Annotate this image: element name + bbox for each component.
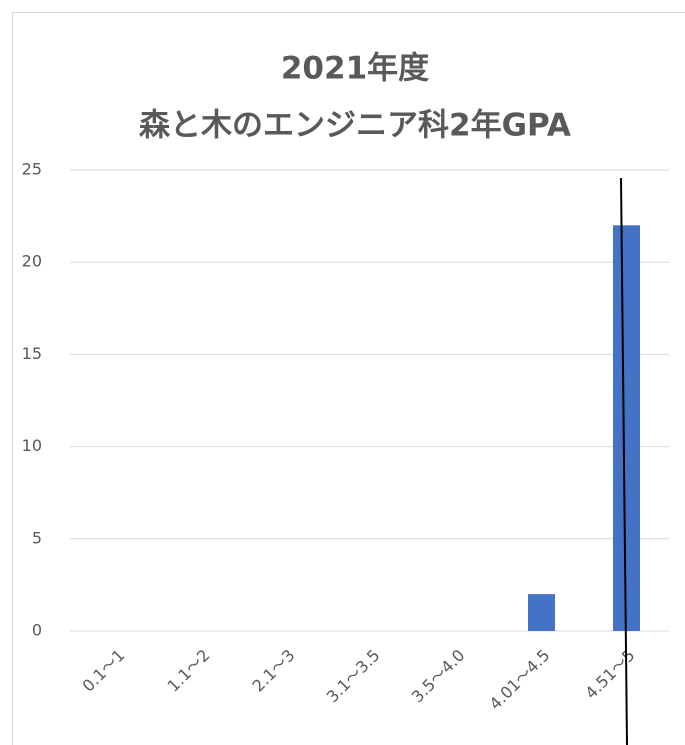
- y-tick-label: 10: [22, 436, 42, 455]
- bar: [613, 225, 640, 631]
- y-tick-label: 20: [22, 252, 42, 271]
- y-tick-label: 25: [22, 160, 42, 179]
- chart-border: [12, 12, 685, 745]
- chart-subtitle: 森と木のエンジニア科2年GPA: [139, 108, 571, 144]
- y-tick-label: 15: [22, 344, 42, 363]
- y-tick-label: 0: [32, 621, 42, 640]
- annotation-line: [620, 177, 628, 745]
- y-tick-label: 5: [32, 528, 42, 547]
- chart-title: 2021年度: [281, 51, 429, 87]
- bar: [528, 594, 555, 631]
